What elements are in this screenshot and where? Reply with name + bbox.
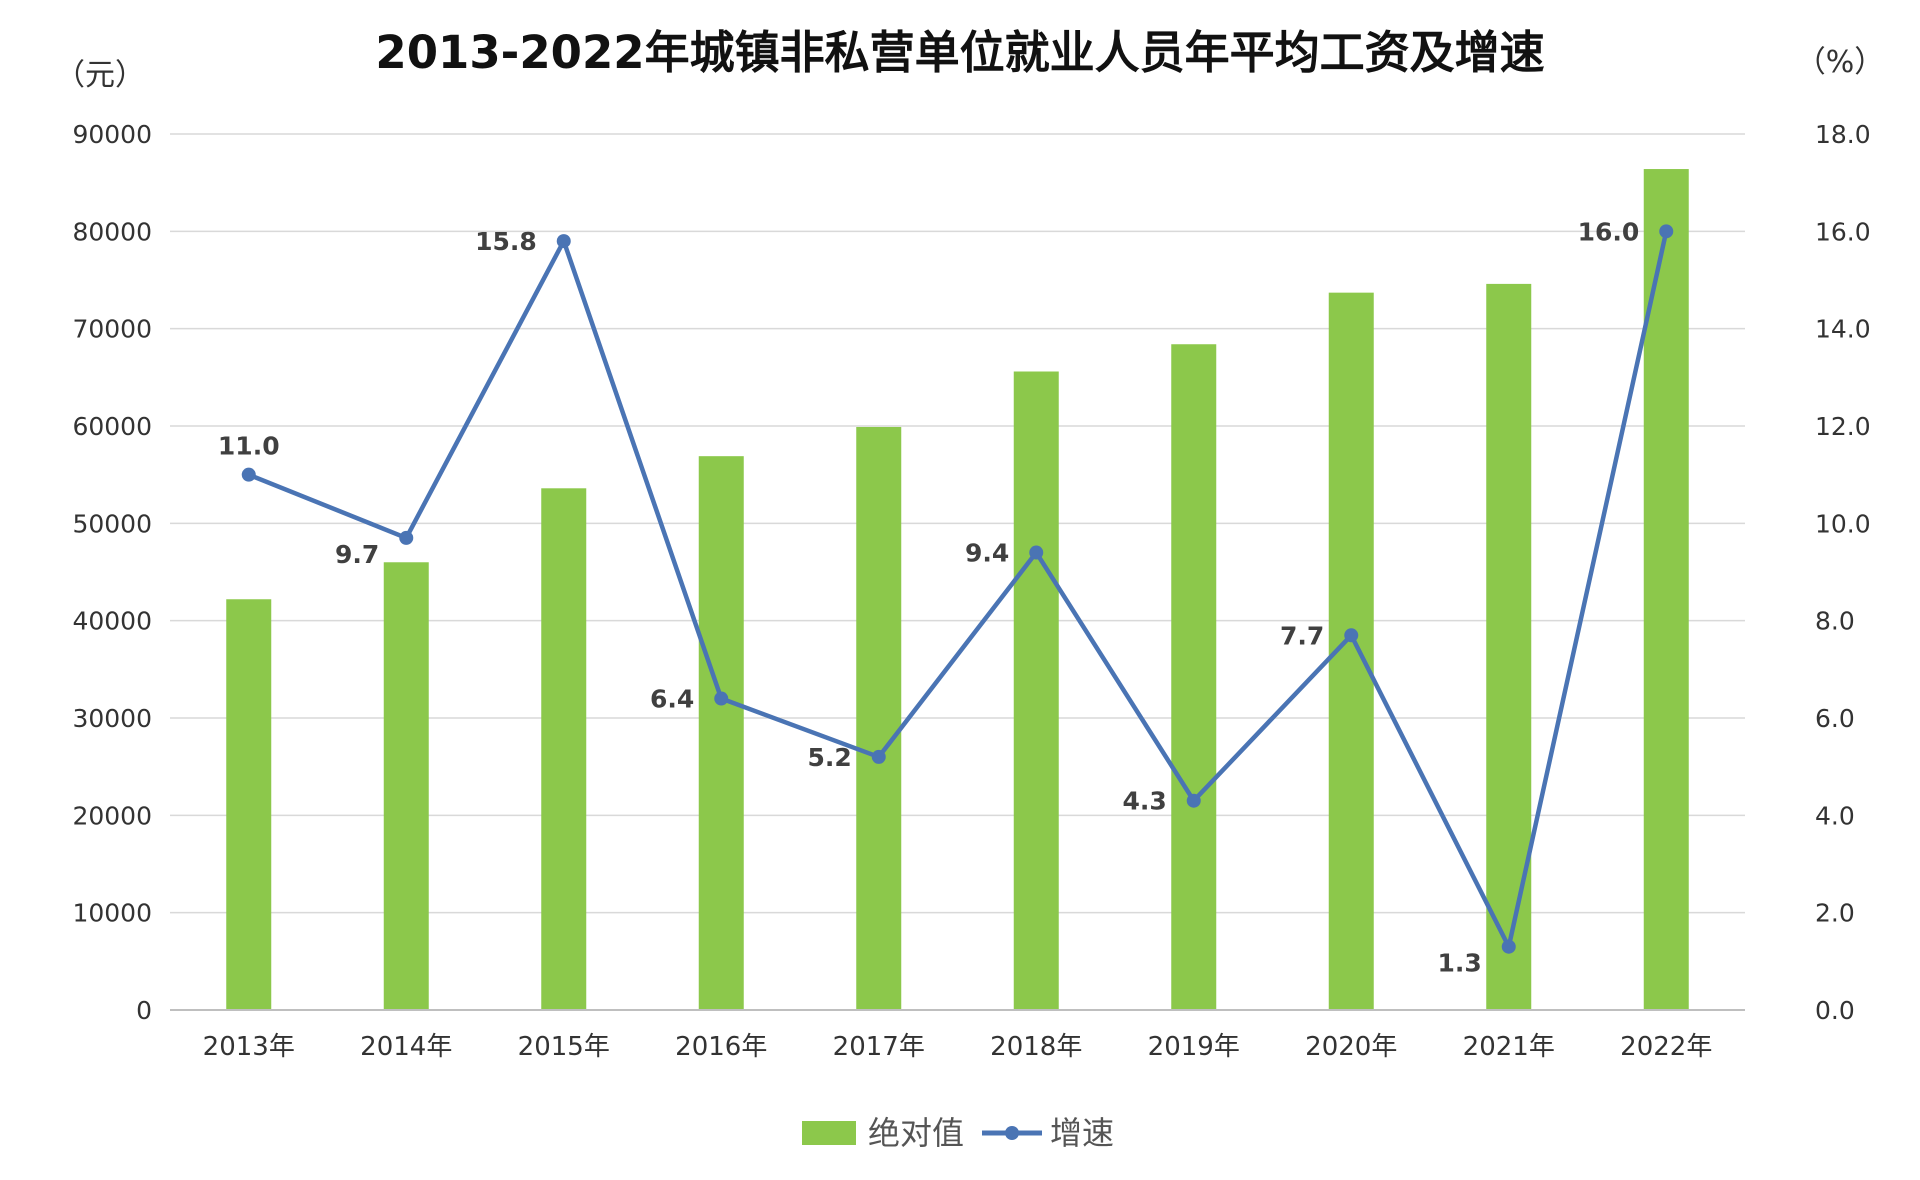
line-point (871, 749, 886, 764)
left-axis-tick-label: 10000 (72, 899, 152, 928)
legend-line-marker (1005, 1126, 1019, 1140)
x-axis-tick-label: 2015年 (518, 1032, 610, 1062)
right-axis-tick-label: 0.0 (1815, 996, 1855, 1025)
x-axis-tick-label: 2013年 (203, 1032, 295, 1062)
bar (1171, 344, 1217, 1010)
data-label: 16.0 (1578, 217, 1640, 246)
line-point (1344, 628, 1359, 643)
legend: 绝对值 增速 (802, 1114, 1114, 1152)
line-point (1186, 793, 1201, 808)
data-label: 4.3 (1122, 787, 1166, 816)
x-axis-tick-label: 2019年 (1148, 1032, 1240, 1062)
left-axis-unit: （元） (55, 58, 145, 93)
left-axis-tick-label: 70000 (72, 315, 152, 344)
bar (541, 488, 587, 1010)
left-axis-tick-label: 90000 (72, 120, 152, 149)
line-point (1501, 939, 1516, 954)
axes: 0 10000 20000 30000 40000 50000 60000 70000 8000… (72, 120, 1870, 1062)
data-label: 7.7 (1280, 621, 1324, 650)
left-axis-tick-label: 20000 (72, 801, 152, 830)
x-axis-tick-label: 2020年 (1305, 1032, 1397, 1062)
legend-line-label: 增速 (1050, 1114, 1114, 1152)
chart-title: 2013-2022年城镇非私营单位就业人员年平均工资及增速 (375, 26, 1544, 79)
data-label: 11.0 (218, 432, 280, 461)
right-axis-tick-label: 16.0 (1815, 217, 1871, 246)
right-axis-tick-label: 10.0 (1815, 509, 1871, 538)
line-point (714, 691, 729, 706)
data-label: 15.8 (475, 227, 537, 256)
right-axis-tick-label: 4.0 (1815, 801, 1855, 830)
right-axis-tick-label: 2.0 (1815, 899, 1855, 928)
left-axis-tick-label: 30000 (72, 704, 152, 733)
bar (698, 456, 744, 1010)
left-axis-tick-label: 40000 (72, 607, 152, 636)
left-axis-tick-label: 0 (136, 996, 152, 1025)
left-axis-tick-label: 60000 (72, 412, 152, 441)
line-point (556, 234, 571, 249)
x-axis-tick-label: 2014年 (360, 1032, 452, 1062)
bar (856, 426, 902, 1010)
data-label: 1.3 (1437, 949, 1481, 978)
data-label: 9.7 (335, 540, 379, 569)
data-labels: 11.0 9.7 15.8 6.4 5.2 9.4 4.3 7.7 1.3 16.0 (218, 217, 1639, 977)
line-point (241, 467, 256, 482)
x-axis-tick-label: 2016年 (675, 1032, 767, 1062)
bar-series (226, 169, 1689, 1011)
legend-bar-swatch (802, 1121, 856, 1145)
growth-line (247, 230, 1669, 949)
data-label: 5.2 (807, 743, 851, 772)
line-point (399, 530, 414, 545)
right-axis-tick-label: 18.0 (1815, 120, 1871, 149)
legend-bar-label: 绝对值 (868, 1114, 964, 1152)
line-series (241, 224, 1674, 954)
line-point (1659, 224, 1674, 239)
right-axis-tick-label: 6.0 (1815, 704, 1855, 733)
data-label: 9.4 (965, 539, 1009, 568)
bar (1486, 283, 1532, 1011)
x-axis-tick-label: 2021年 (1463, 1032, 1555, 1062)
x-axis-tick-label: 2018年 (990, 1032, 1082, 1062)
left-axis-tick-label: 50000 (72, 509, 152, 538)
gridlines (170, 133, 1745, 914)
right-axis-tick-label: 14.0 (1815, 315, 1871, 344)
right-axis-unit: （%） (1796, 45, 1885, 80)
right-axis-tick-label: 8.0 (1815, 607, 1855, 636)
right-axis-tick-label: 12.0 (1815, 412, 1871, 441)
data-label: 6.4 (650, 685, 694, 714)
bar (383, 562, 429, 1010)
bar (1013, 371, 1059, 1010)
x-axis-tick-label: 2022年 (1620, 1032, 1712, 1062)
bar (226, 599, 272, 1010)
left-axis-tick-label: 80000 (72, 217, 152, 246)
line-point (1029, 545, 1044, 560)
x-axis-tick-label: 2017年 (833, 1032, 925, 1062)
